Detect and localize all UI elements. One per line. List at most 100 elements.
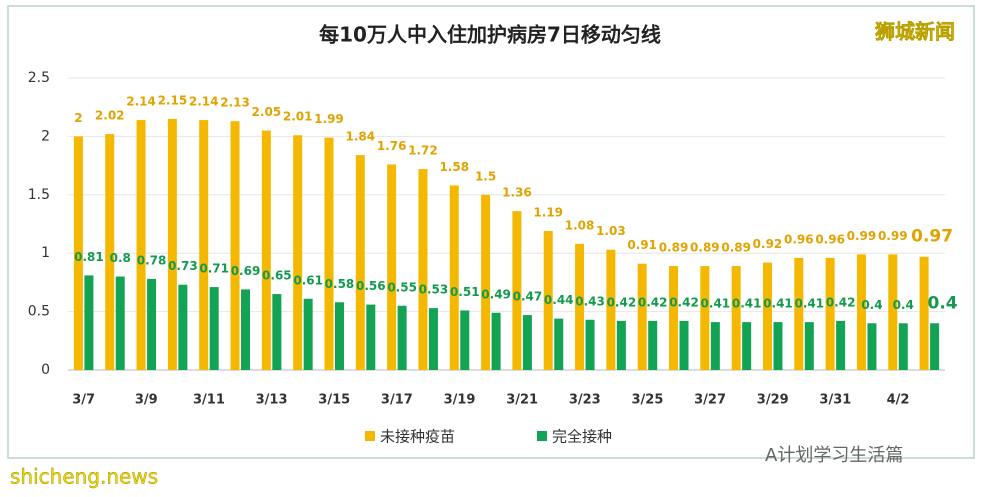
- bar: [230, 121, 240, 370]
- y-tick-label: 2.5: [28, 70, 50, 86]
- bar: [105, 134, 115, 370]
- bar: [731, 266, 741, 370]
- bar: [147, 278, 157, 370]
- bar: [491, 312, 501, 370]
- value-label: 0.42: [669, 295, 699, 309]
- bar: [397, 305, 407, 370]
- bar: [794, 257, 804, 370]
- value-label: 0.43: [575, 294, 605, 308]
- value-label: 2.01: [283, 110, 313, 124]
- bar: [575, 243, 585, 370]
- value-label: 0.55: [387, 280, 417, 294]
- value-label: 0.44: [544, 293, 574, 307]
- y-tick-label: 1.5: [28, 187, 50, 203]
- bar: [334, 302, 344, 370]
- bar: [512, 211, 522, 370]
- bar: [272, 294, 282, 370]
- value-label: 2.02: [95, 109, 125, 123]
- bar: [418, 169, 428, 370]
- bar: [585, 319, 595, 370]
- x-tick-label: 3/23: [569, 393, 601, 408]
- bar: [856, 254, 866, 370]
- bar: [84, 275, 94, 370]
- value-label: 2.15: [158, 93, 188, 107]
- bar: [700, 266, 710, 370]
- legend-label: 未接种疫苗: [380, 428, 455, 446]
- bar: [825, 257, 835, 370]
- value-label: 0.96: [815, 232, 845, 246]
- x-tick-label: 3/9: [135, 393, 158, 408]
- y-tick-label: 1: [41, 245, 50, 261]
- bar: [449, 185, 459, 370]
- value-label: 0.97: [911, 227, 953, 247]
- bar: [804, 322, 814, 370]
- watermark: A计划学习生活篇: [765, 445, 903, 466]
- bar: [554, 318, 564, 370]
- value-label: 0.56: [356, 279, 386, 293]
- value-label: 2.05: [252, 105, 282, 119]
- bar: [762, 262, 772, 370]
- value-label: 0.53: [419, 283, 449, 297]
- bar: [387, 164, 397, 370]
- bar: [898, 323, 908, 370]
- legend-label: 完全接种: [552, 428, 612, 446]
- bar: [136, 120, 146, 370]
- x-tick-label: 4/2: [887, 393, 910, 408]
- x-tick-label: 3/21: [506, 393, 538, 408]
- bar: [919, 256, 929, 370]
- value-label: 0.4: [893, 298, 914, 312]
- bar: [428, 308, 438, 370]
- x-tick-label: 3/15: [318, 393, 350, 408]
- bar: [324, 137, 334, 370]
- bar: [73, 136, 83, 370]
- x-tick-label: 3/25: [632, 393, 664, 408]
- value-label: 0.89: [690, 241, 720, 255]
- y-tick-label: 0: [41, 362, 50, 378]
- bar: [679, 320, 689, 370]
- value-label: 0.65: [262, 269, 292, 283]
- value-label: 0.99: [878, 229, 908, 243]
- value-label: 0.41: [763, 297, 793, 311]
- value-label: 0.51: [450, 285, 480, 299]
- bar: [648, 320, 658, 370]
- value-label: 2.13: [220, 96, 250, 110]
- x-tick-label: 3/27: [694, 393, 726, 408]
- x-tick-label: 3/7: [72, 393, 95, 408]
- x-tick-label: 3/11: [193, 393, 225, 408]
- value-label: 0.89: [659, 241, 689, 255]
- bar: [543, 231, 553, 370]
- value-label: 0.4: [861, 298, 882, 312]
- value-label: 0.89: [721, 241, 751, 255]
- legend-swatch: [365, 431, 375, 441]
- value-label: 1.19: [533, 206, 563, 220]
- value-label: 1.99: [314, 112, 344, 126]
- value-label: 0.91: [627, 238, 657, 252]
- bar: [178, 284, 188, 370]
- value-label: 0.41: [701, 297, 731, 311]
- value-label: 1.58: [439, 160, 469, 174]
- legend-swatch: [537, 431, 547, 441]
- bar: [199, 120, 209, 370]
- bar: [303, 298, 313, 370]
- x-tick-label: 3/13: [256, 393, 288, 408]
- bar: [241, 289, 251, 370]
- value-label: 2: [74, 111, 82, 125]
- value-label: 1.5: [475, 169, 496, 183]
- bar: [742, 322, 752, 370]
- value-label: 0.78: [137, 253, 167, 267]
- bar: [710, 322, 720, 370]
- value-label: 0.58: [325, 277, 355, 291]
- bar: [481, 194, 491, 370]
- value-label: 1.72: [408, 144, 438, 158]
- value-label: 0.96: [784, 232, 814, 246]
- bar: [115, 276, 125, 370]
- value-label: 0.71: [199, 262, 229, 276]
- value-label: 1.76: [377, 139, 407, 153]
- x-tick-label: 3/19: [444, 393, 476, 408]
- value-label: 0.73: [168, 259, 198, 273]
- chart-title: 每10万人中入住加护病房7日移动匀线: [319, 23, 661, 47]
- value-label: 0.92: [753, 237, 783, 251]
- value-label: 1.84: [345, 130, 375, 144]
- bar: [867, 323, 877, 370]
- bar: [293, 135, 303, 370]
